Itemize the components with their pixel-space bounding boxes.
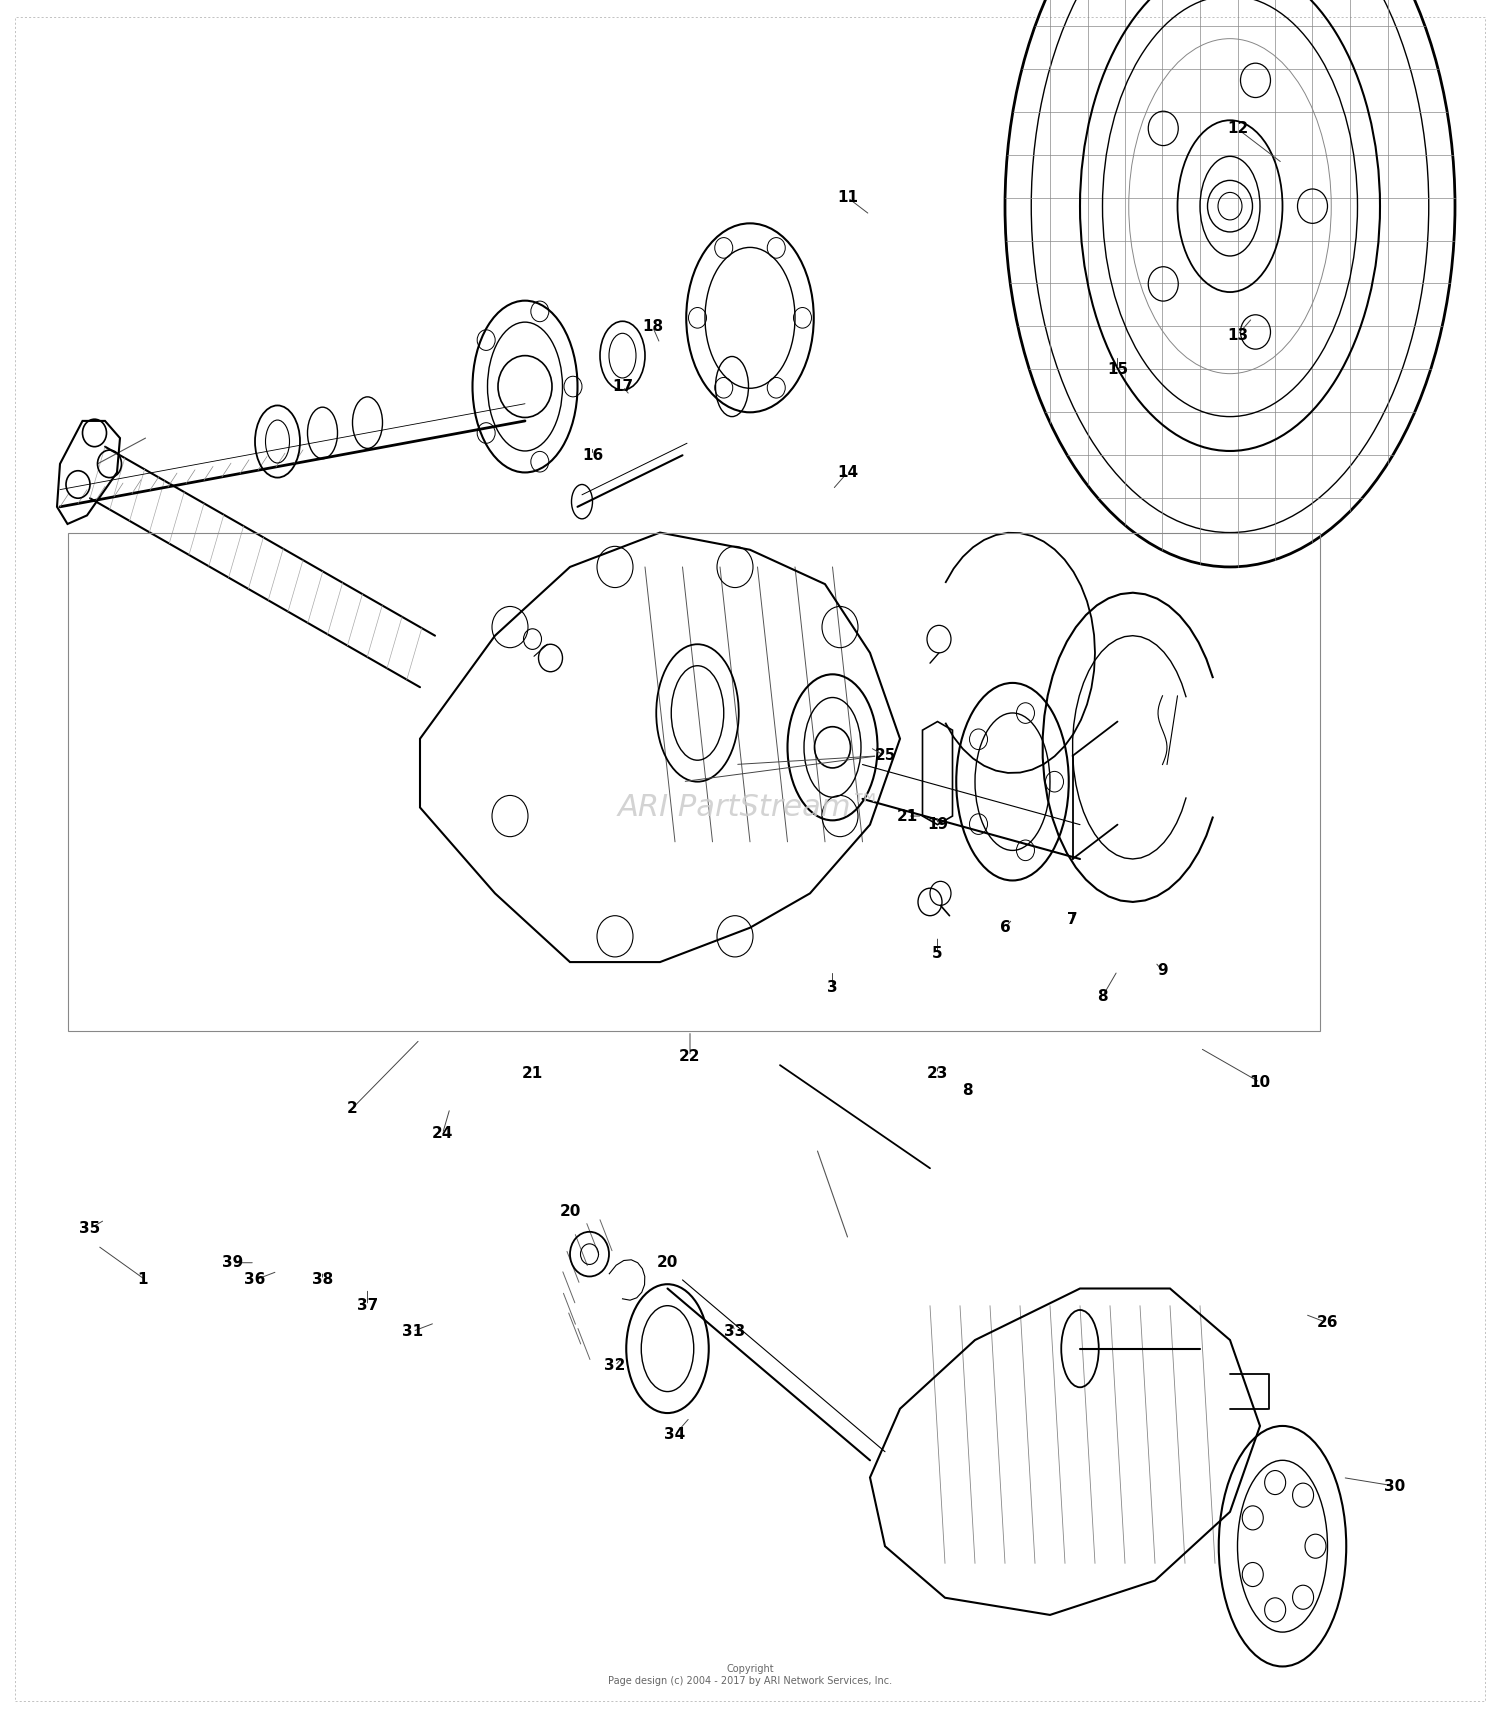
- Text: 20: 20: [560, 1204, 580, 1218]
- Text: 31: 31: [402, 1325, 423, 1338]
- Text: 7: 7: [1066, 912, 1078, 926]
- Text: 2: 2: [346, 1101, 358, 1115]
- Text: 13: 13: [1227, 328, 1248, 342]
- Text: 24: 24: [432, 1127, 453, 1141]
- Text: 1: 1: [138, 1273, 147, 1287]
- Text: 8: 8: [1096, 990, 1108, 1003]
- Text: 30: 30: [1384, 1479, 1406, 1493]
- Text: 5: 5: [932, 947, 944, 960]
- Text: 6: 6: [999, 921, 1011, 935]
- Text: Copyright
Page design (c) 2004 - 2017 by ARI Network Services, Inc.: Copyright Page design (c) 2004 - 2017 by…: [608, 1665, 892, 1685]
- Text: 3: 3: [827, 981, 839, 995]
- Text: 21: 21: [522, 1067, 543, 1081]
- Text: 23: 23: [927, 1067, 948, 1081]
- Text: 21: 21: [897, 809, 918, 823]
- Text: 34: 34: [664, 1428, 686, 1441]
- Text: 19: 19: [927, 818, 948, 832]
- Text: 26: 26: [1317, 1316, 1338, 1330]
- Text: 10: 10: [1250, 1075, 1270, 1089]
- Text: 12: 12: [1227, 122, 1248, 136]
- Text: 33: 33: [724, 1325, 746, 1338]
- Text: 35: 35: [80, 1221, 100, 1235]
- Text: 20: 20: [657, 1256, 678, 1270]
- Text: 11: 11: [837, 191, 858, 204]
- Text: 22: 22: [680, 1050, 700, 1063]
- Text: ARI PartStream™: ARI PartStream™: [618, 794, 882, 821]
- Text: 15: 15: [1107, 362, 1128, 376]
- Text: 36: 36: [244, 1273, 266, 1287]
- Text: 16: 16: [582, 448, 603, 462]
- Text: 9: 9: [1156, 964, 1168, 978]
- Text: 38: 38: [312, 1273, 333, 1287]
- Text: 18: 18: [642, 320, 663, 333]
- Text: 25: 25: [874, 749, 896, 763]
- Text: 17: 17: [612, 380, 633, 393]
- Text: 39: 39: [222, 1256, 243, 1270]
- Text: 37: 37: [357, 1299, 378, 1313]
- Text: 8: 8: [962, 1084, 974, 1098]
- Text: 32: 32: [604, 1359, 625, 1373]
- Text: 14: 14: [837, 466, 858, 479]
